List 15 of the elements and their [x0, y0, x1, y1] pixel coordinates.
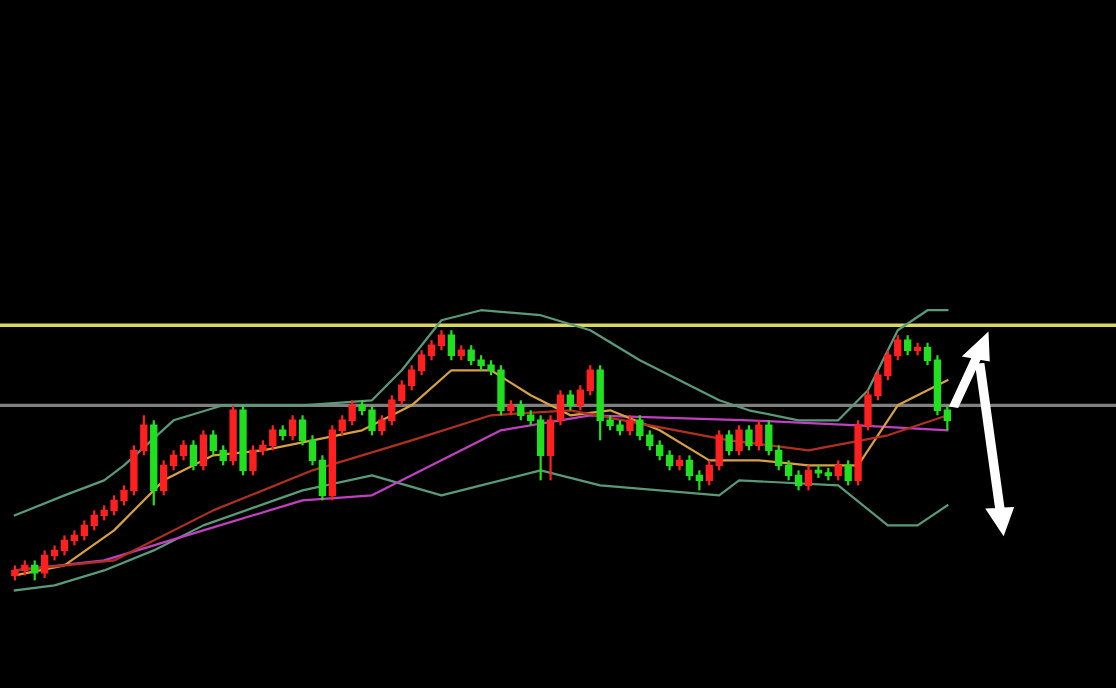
candlestick: [189, 439, 198, 472]
candlestick: [725, 429, 733, 457]
candlestick: [904, 334, 912, 357]
candlestick: [626, 414, 634, 437]
candlestick: [834, 459, 842, 482]
candlestick: [745, 424, 753, 452]
candlestick: [566, 389, 575, 412]
candlestick: [804, 464, 813, 492]
candlestick: [447, 329, 456, 362]
candlestick: [735, 424, 743, 457]
candlestick: [844, 459, 852, 487]
candlestick: [288, 414, 297, 442]
candlestick: [199, 429, 208, 472]
candlestick: [31, 559, 39, 582]
candlestick: [755, 419, 763, 452]
